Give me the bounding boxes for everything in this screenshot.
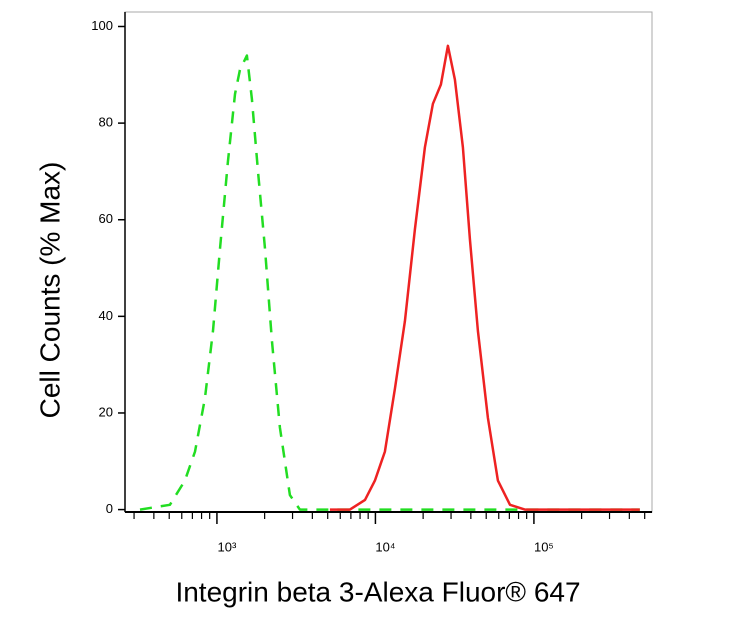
x-tick-label: 10⁴ [375, 539, 395, 554]
y-tick-label: 20 [99, 404, 113, 419]
y-tick-label: 100 [91, 18, 113, 33]
series-line [139, 54, 640, 511]
series-line [329, 44, 640, 511]
x-axis-title: Integrin beta 3-Alexa Fluor® 647 [175, 576, 580, 607]
x-tick-label: 10⁵ [534, 539, 554, 554]
y-tick-label: 0 [106, 501, 113, 516]
x-tick-label: 10³ [218, 539, 237, 554]
y-axis-title: Cell Counts (% Max) [34, 162, 65, 419]
y-tick-label: 40 [99, 308, 113, 323]
y-tick-label: 80 [99, 115, 113, 130]
y-tick-label: 60 [99, 211, 113, 226]
plot-frame [124, 11, 653, 513]
